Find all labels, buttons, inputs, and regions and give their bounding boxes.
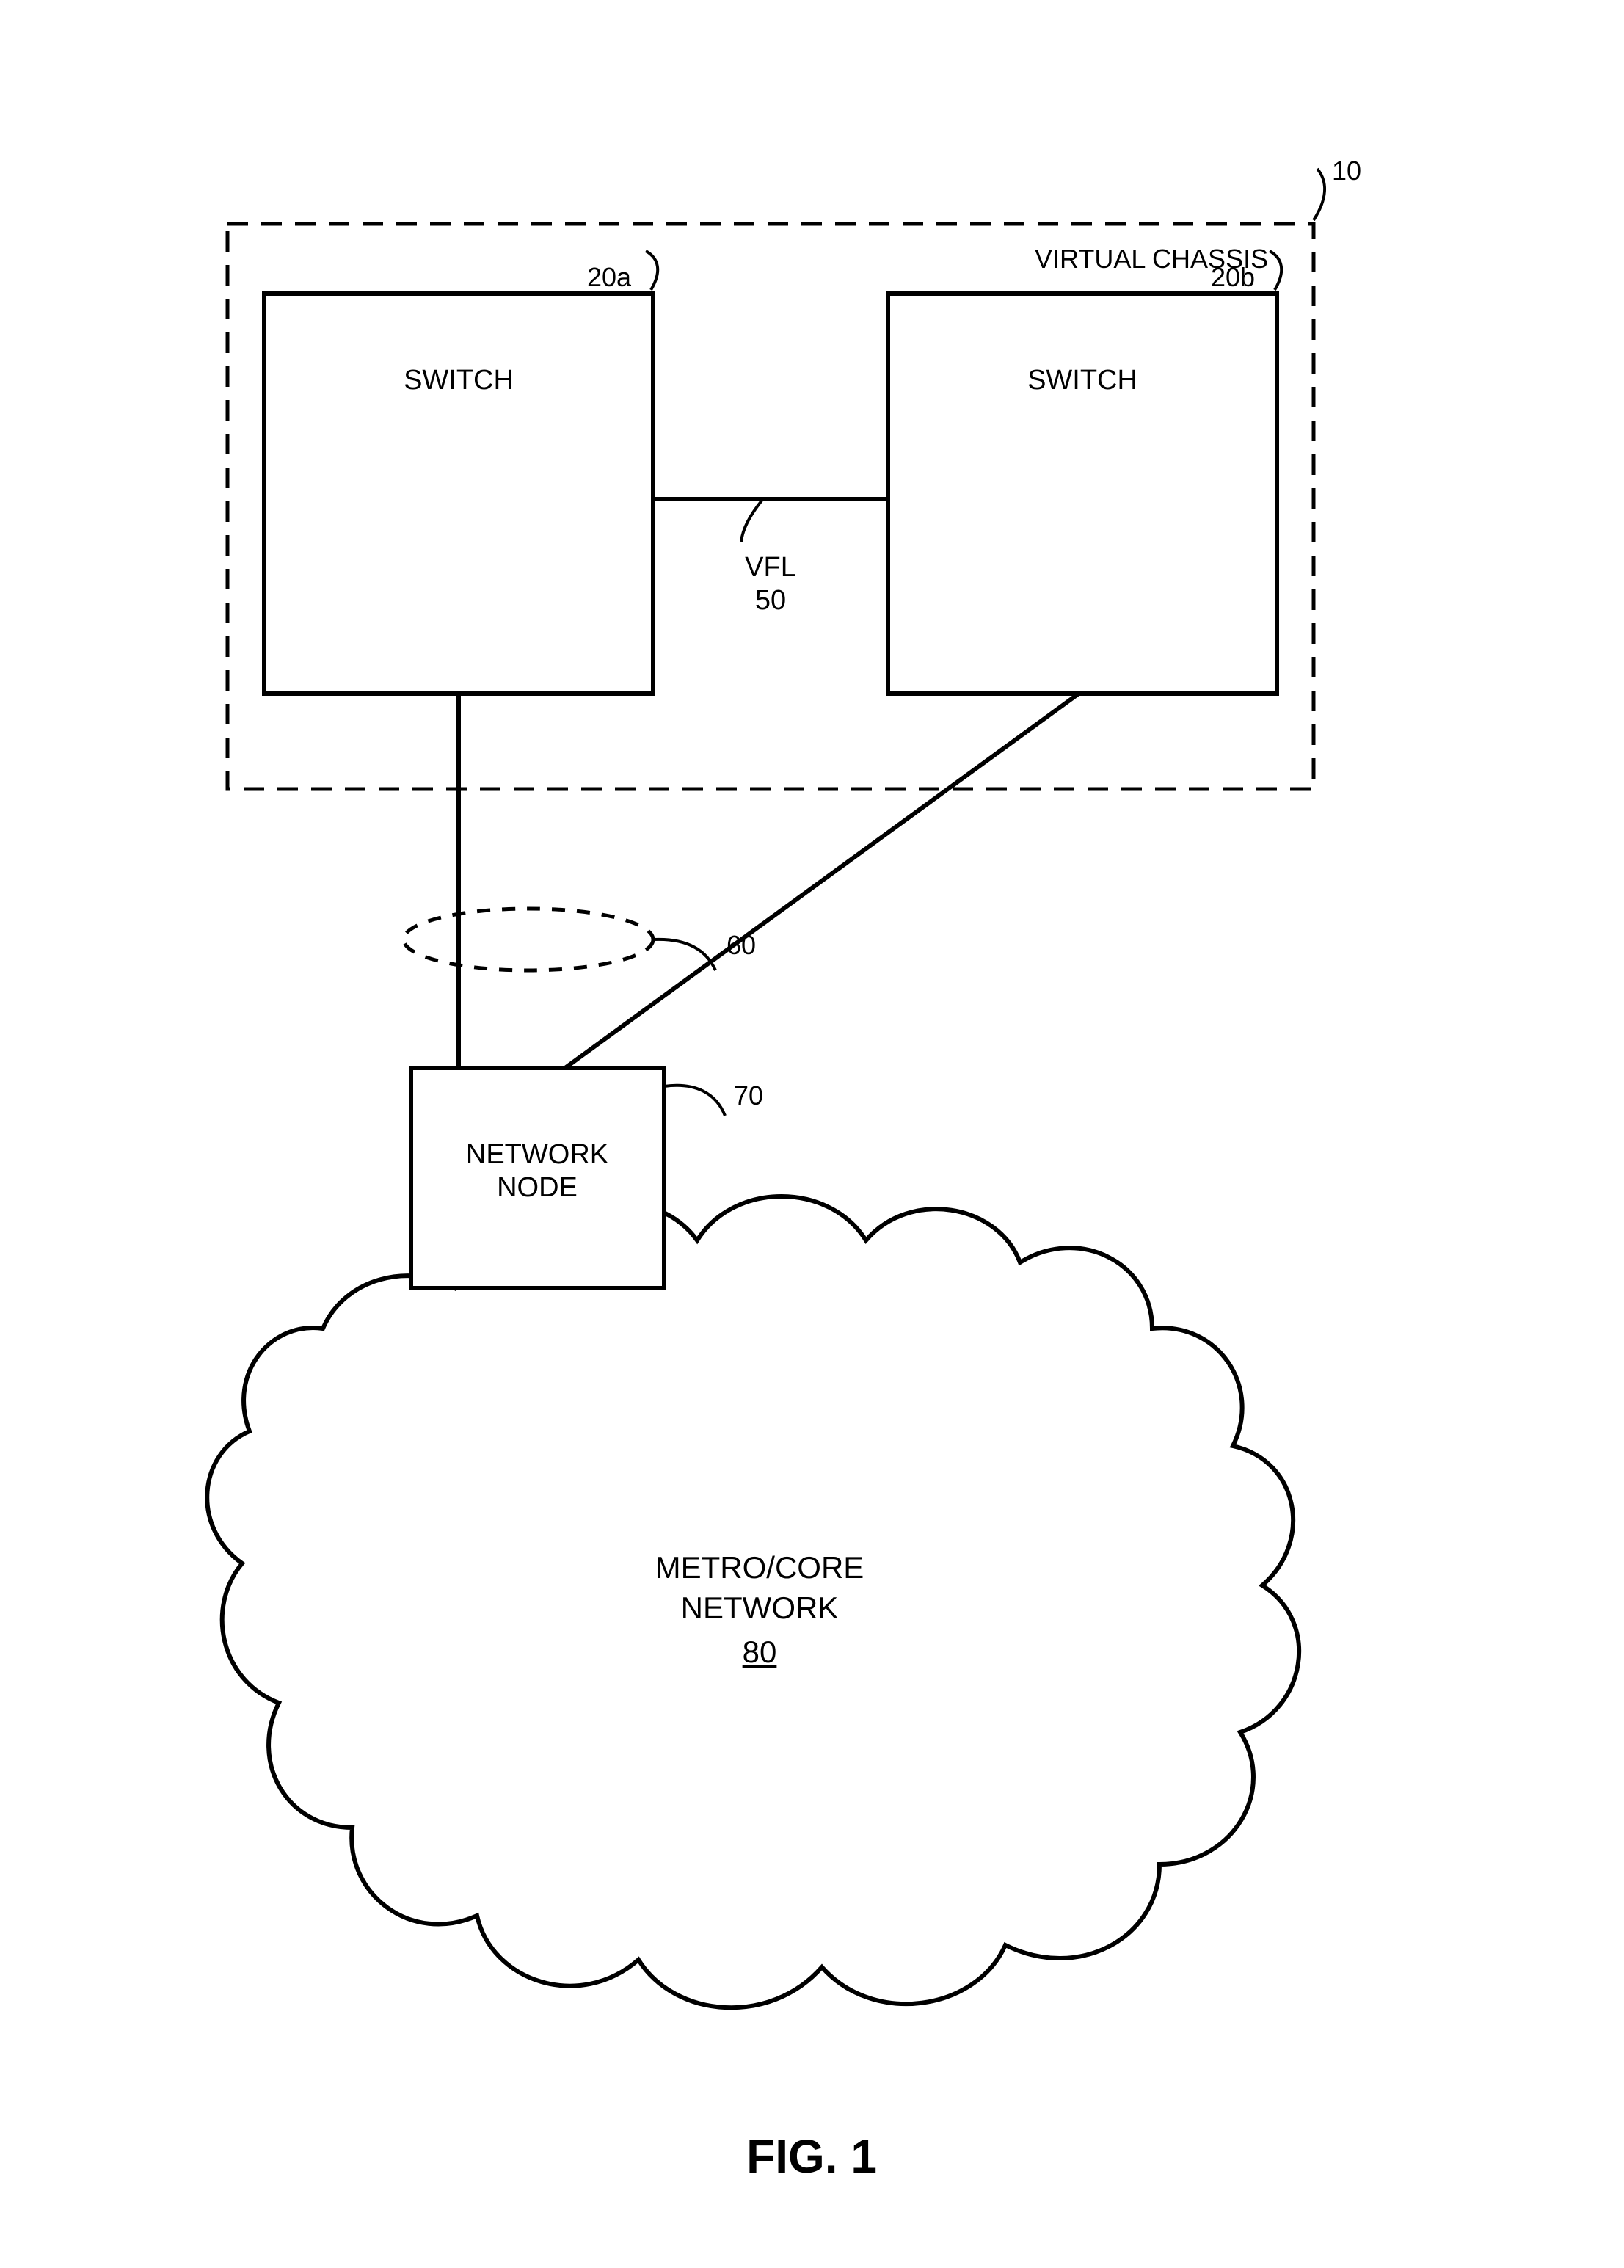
ref-70: 70 [734,1080,763,1111]
leader-vfl [741,501,762,542]
leader-20b [1270,251,1281,290]
cloud-label-1: METRO/CORE [655,1550,864,1585]
cloud-label-2: NETWORK [681,1591,839,1625]
switch-b-label: SWITCH [1027,365,1137,396]
ref-60: 60 [727,930,756,960]
ref-20b: 20b [1211,262,1255,292]
switch-b-box [888,294,1277,694]
lag-ellipse [404,909,653,970]
ref-20a: 20a [587,262,632,292]
figure-1: VIRTUAL CHASSIS 10 VFL 50 SWITCH 20a SWI… [0,0,1624,2268]
leader-70 [664,1086,725,1116]
switch-a-label: SWITCH [404,365,514,396]
ref-10: 10 [1332,156,1361,186]
vfl-ref: 50 [755,585,786,616]
link-switch-b-node [565,694,1079,1068]
figure-title: FIG. 1 [746,2130,877,2183]
leader-20a [646,251,658,290]
switch-a-box [264,294,653,694]
leader-10 [1314,169,1325,220]
network-node-label-1: NETWORK [466,1139,608,1170]
network-node-label-2: NODE [497,1172,578,1203]
cloud-ref: 80 [743,1635,777,1669]
vfl-label: VFL [745,552,796,583]
